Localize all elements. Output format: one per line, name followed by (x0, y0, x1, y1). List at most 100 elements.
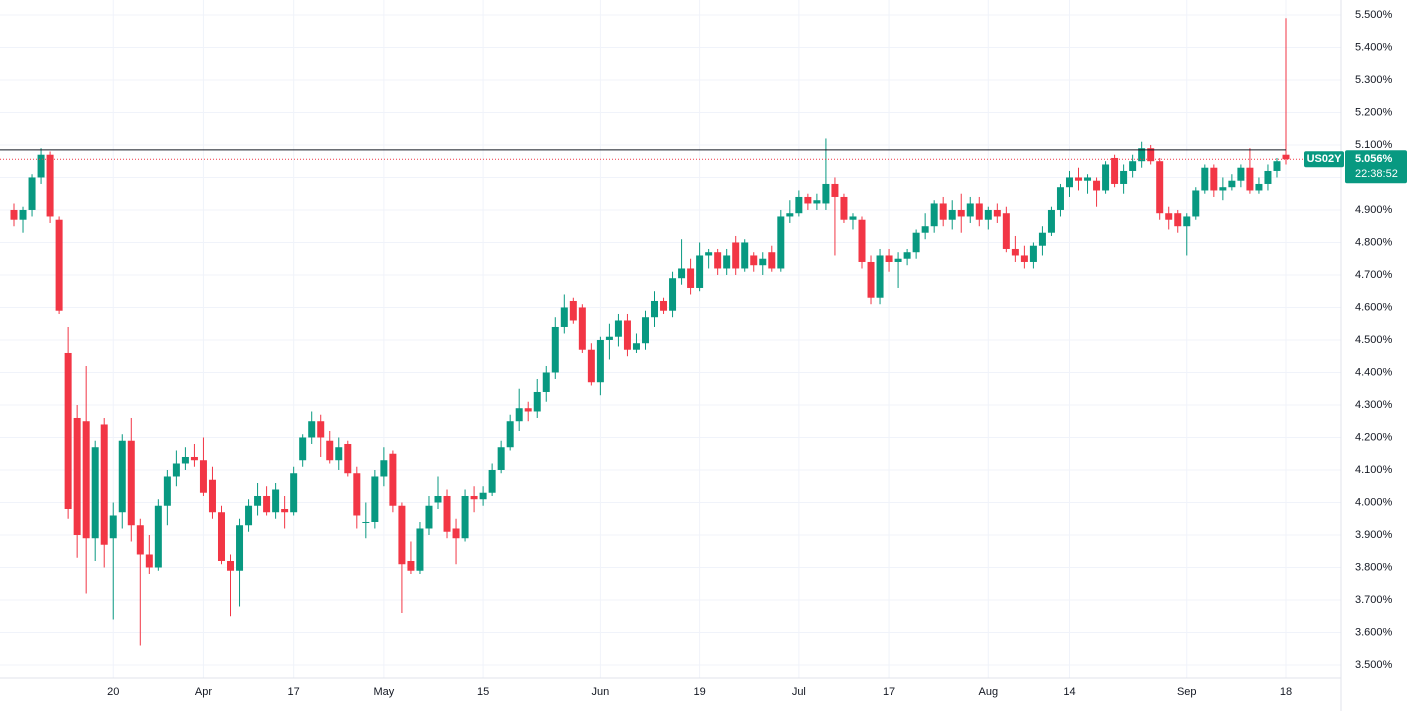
candle-body (822, 183, 830, 204)
candle-body (1047, 209, 1055, 233)
candle-body (623, 320, 631, 350)
candle-body (308, 421, 316, 438)
candle-body (651, 300, 659, 318)
candle-body (885, 255, 893, 262)
candle-body (1183, 216, 1191, 227)
candle-body (127, 440, 135, 526)
candle-body (1075, 177, 1083, 181)
candle-body (705, 252, 713, 256)
y-tick-label: 5.100% (1355, 139, 1393, 151)
candle-body (1165, 213, 1173, 220)
candle-body (28, 177, 36, 210)
candle-body (91, 447, 99, 539)
candle-body (687, 268, 695, 288)
candle-body (254, 495, 262, 506)
candle-body (1219, 187, 1227, 191)
y-tick-label: 3.500% (1355, 659, 1393, 671)
candle-body (154, 505, 162, 568)
candle-body (641, 317, 649, 344)
candle-body (1255, 183, 1263, 191)
y-tick-label: 4.200% (1355, 431, 1393, 443)
x-tick-label: 19 (693, 686, 705, 698)
candle-body (434, 495, 442, 503)
candle-body (46, 154, 54, 217)
candle-body (290, 473, 298, 513)
candle-body (37, 154, 45, 178)
candle-body (118, 440, 126, 513)
candle-body (1102, 164, 1110, 191)
candles (0, 18, 1341, 646)
candle-body (299, 437, 307, 461)
y-tick-label: 4.700% (1355, 269, 1393, 281)
y-tick-label: 4.300% (1355, 399, 1393, 411)
countdown-label: 22:38:52 (1355, 168, 1398, 180)
candle-body (10, 209, 18, 220)
y-tick-label: 4.500% (1355, 334, 1393, 346)
candle-body (533, 391, 541, 412)
symbol-badge (1304, 151, 1344, 168)
candle-body (470, 495, 478, 500)
candle-body (1156, 161, 1164, 214)
candle-body (1120, 170, 1128, 184)
candle-body (55, 219, 63, 311)
x-tick-label: Sep (1177, 686, 1197, 698)
candle-body (741, 242, 749, 269)
candle-body (840, 196, 848, 220)
candle-body (596, 339, 604, 383)
candle-body (236, 525, 244, 571)
candle-body (109, 515, 117, 539)
candle-body (560, 307, 568, 327)
candle-body (614, 320, 622, 337)
grid (0, 0, 1341, 678)
candle-body (1147, 148, 1155, 162)
candle-body (281, 508, 289, 513)
x-tick-label: Apr (195, 686, 212, 698)
y-tick-label: 3.800% (1355, 561, 1393, 573)
candle-body (1056, 187, 1064, 210)
candle-body (1201, 167, 1209, 191)
candle-body (19, 209, 27, 220)
candle-body (443, 495, 451, 532)
candle-body (903, 252, 911, 259)
candle-body (73, 417, 81, 535)
candle-body (948, 209, 956, 220)
candle-body (181, 456, 189, 464)
labels: 3.500% 3.600% 3.700% 3.800% 3.900% 4.000% 4.10… (107, 9, 1407, 698)
candle-body (208, 479, 216, 513)
candle-body (966, 203, 974, 217)
candle-body (1282, 154, 1290, 160)
candle-body (64, 352, 72, 509)
candle-body (389, 453, 397, 506)
candle-body (1192, 190, 1200, 217)
candle-body (786, 213, 794, 217)
candle-body (452, 528, 460, 539)
x-tick-label: Jul (792, 686, 806, 698)
candle-body (479, 492, 487, 500)
candle-body (82, 421, 90, 539)
y-tick-label: 5.300% (1355, 74, 1393, 86)
candle-body (1029, 245, 1037, 262)
y-tick-label: 4.000% (1355, 496, 1393, 508)
candle-body (335, 447, 343, 461)
y-tick-label: 3.600% (1355, 626, 1393, 638)
candle-body (632, 343, 640, 350)
candle-body (587, 349, 595, 383)
candle-body (750, 255, 758, 266)
candle-body (984, 209, 992, 220)
candle-body (263, 495, 271, 513)
candle-body (488, 469, 496, 493)
candle-body (732, 242, 740, 269)
candle-body (1011, 248, 1019, 256)
candle-body (714, 252, 722, 269)
candle-body (578, 307, 586, 350)
candle-body (407, 560, 415, 571)
candle-body (777, 216, 785, 269)
candle-body (605, 336, 613, 340)
candle-body (669, 278, 677, 311)
candle-body (326, 440, 334, 461)
candle-body (1273, 161, 1281, 171)
candle-body (1138, 148, 1146, 162)
y-tick-label: 5.200% (1355, 106, 1393, 118)
